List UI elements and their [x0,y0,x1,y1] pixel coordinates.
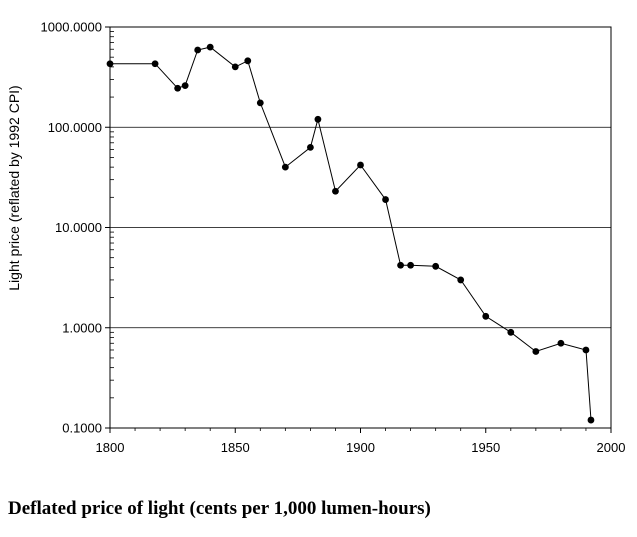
x-tick-label: 1950 [471,440,500,455]
y-tick-label: 100.0000 [48,120,102,135]
y-axis-label: Light price (reflated by 1992 CPI) [6,85,22,290]
gridlines [110,126,611,329]
y-axis-tick-labels: 0.1000 1.0000 10.0000 100.0000 1000.0000 [41,20,102,436]
data-point [432,262,440,270]
series-price-of-light [106,43,595,424]
data-point [307,143,314,151]
data-point [557,339,565,347]
y-tick-label: 1000.0000 [41,20,102,35]
data-point [106,60,114,68]
axis-ticks [105,26,612,433]
data-point [482,312,490,320]
series-line [110,46,592,421]
data-point [194,46,202,54]
x-tick-label: 2000 [597,440,626,455]
data-point [332,187,339,195]
data-point [256,99,264,107]
x-tick-label: 1800 [96,440,125,455]
data-point [382,196,389,203]
data-point [507,328,515,336]
data-point [582,346,590,354]
data-point [587,416,595,424]
data-point [206,43,214,51]
data-point [457,276,465,284]
data-point [397,261,404,269]
chart-caption: Deflated price of light (cents per 1,000… [8,498,431,519]
data-point [151,60,159,68]
data-point [407,261,414,269]
x-axis-tick-labels: 1800 1850 1900 1950 2000 [96,440,626,455]
data-point [174,84,182,92]
x-tick-label: 1900 [346,440,375,455]
data-point [231,63,239,71]
y-tick-label: 1.0000 [62,320,102,335]
data-point [244,57,252,65]
y-tick-label: 0.1000 [62,421,102,436]
data-point [357,161,364,169]
data-point [281,163,289,171]
data-point [314,115,322,123]
y-tick-label: 10.0000 [55,220,102,235]
data-point [532,348,540,355]
x-tick-label: 1850 [221,440,250,455]
data-point [181,82,189,90]
